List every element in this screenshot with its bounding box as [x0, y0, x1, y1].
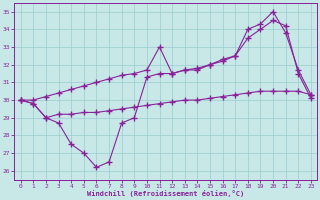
X-axis label: Windchill (Refroidissement éolien,°C): Windchill (Refroidissement éolien,°C): [87, 190, 244, 197]
